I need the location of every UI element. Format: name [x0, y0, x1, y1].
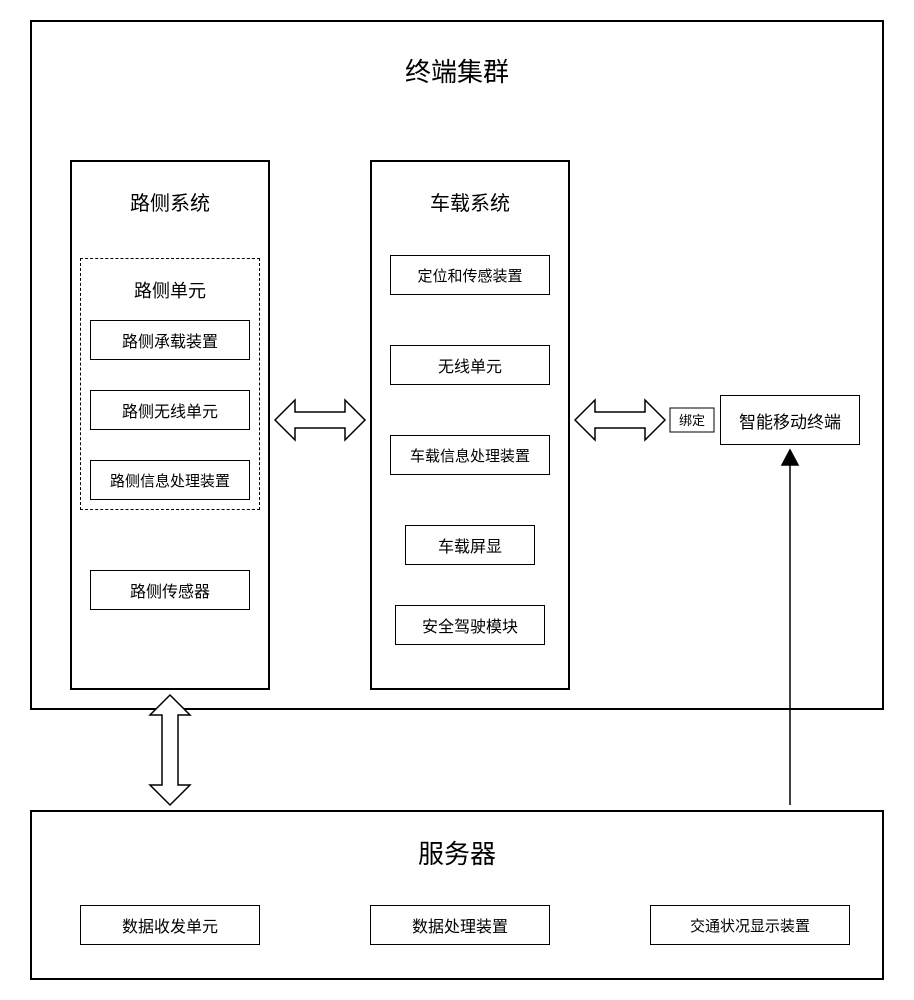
roadside-system-title: 路侧系统: [72, 187, 268, 216]
server-title: 服务器: [32, 834, 882, 871]
roadside-carrier-box: 路侧承载装置: [90, 320, 250, 360]
roadside-sensor-box: 路侧传感器: [90, 570, 250, 610]
mobile-terminal-label: 智能移动终端: [739, 408, 841, 433]
server-data-processing-label: 数据处理装置: [412, 913, 508, 937]
roadside-info-box: 路侧信息处理装置: [90, 460, 250, 500]
server-data-transceiver-label: 数据收发单元: [122, 913, 218, 937]
vehicle-position-box: 定位和传感装置: [390, 255, 550, 295]
mobile-terminal-box: 智能移动终端: [720, 395, 860, 445]
roadside-wireless-box: 路侧无线单元: [90, 390, 250, 430]
vehicle-display-label: 车载屏显: [438, 533, 502, 557]
vehicle-safety-label: 安全驾驶模块: [422, 613, 518, 637]
arrow-roadside-server: [150, 695, 190, 805]
roadside-sensor-label: 路侧传感器: [130, 578, 210, 602]
vehicle-display-box: 车载屏显: [405, 525, 535, 565]
bind-label: 绑定: [670, 410, 714, 429]
vehicle-wireless-label: 无线单元: [438, 353, 502, 377]
roadside-carrier-label: 路侧承载装置: [122, 328, 218, 352]
server-traffic-display-box: 交通状况显示装置: [650, 905, 850, 945]
vehicle-position-label: 定位和传感装置: [417, 265, 522, 286]
vehicle-info-box: 车载信息处理装置: [390, 435, 550, 475]
server-box: 服务器: [30, 810, 884, 980]
server-data-processing-box: 数据处理装置: [370, 905, 550, 945]
terminal-cluster-title: 终端集群: [32, 52, 882, 89]
server-data-transceiver-box: 数据收发单元: [80, 905, 260, 945]
server-traffic-display-label: 交通状况显示装置: [690, 915, 810, 936]
vehicle-safety-box: 安全驾驶模块: [395, 605, 545, 645]
vehicle-wireless-box: 无线单元: [390, 345, 550, 385]
vehicle-info-label: 车载信息处理装置: [410, 445, 530, 466]
vehicle-system-title: 车载系统: [372, 187, 568, 216]
roadside-unit-title: 路侧单元: [81, 277, 259, 303]
roadside-info-label: 路侧信息处理装置: [110, 470, 230, 491]
roadside-wireless-label: 路侧无线单元: [122, 398, 218, 422]
